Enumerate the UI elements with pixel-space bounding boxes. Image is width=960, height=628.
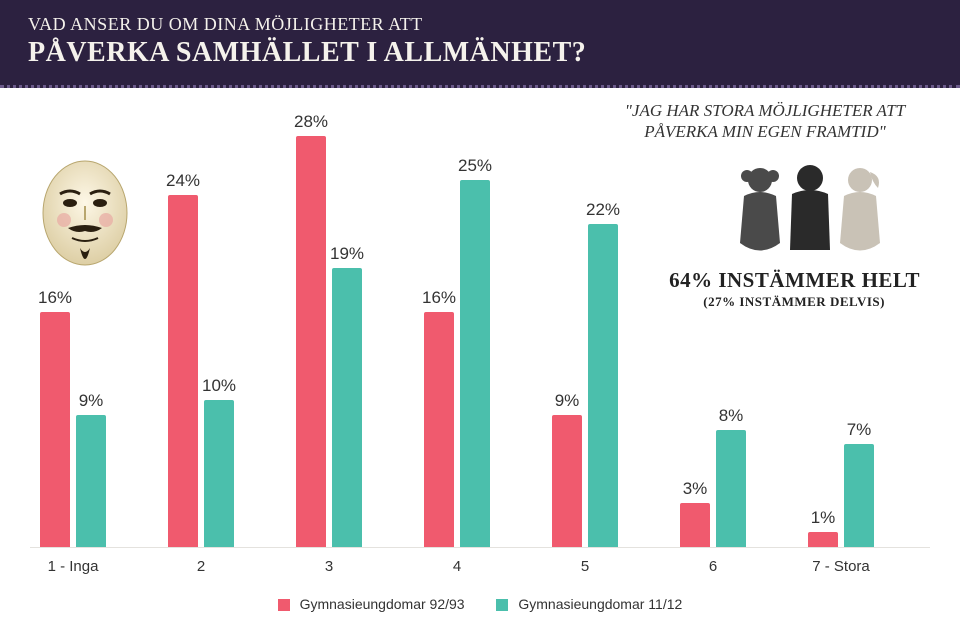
bar xyxy=(680,503,710,547)
bar-value-label: 8% xyxy=(701,406,761,426)
bar xyxy=(716,430,746,547)
bar-plot: 16%9%24%10%28%19%16%25%9%22%3%8%1%7% xyxy=(30,108,930,548)
x-axis: 1 - Inga234567 - Stora xyxy=(30,558,930,580)
legend-item-1: Gymnasieungdomar 92/93 xyxy=(278,596,465,612)
legend-label-1: Gymnasieungdomar 92/93 xyxy=(300,596,465,612)
bar-value-label: 16% xyxy=(25,288,85,308)
x-tick-label: 7 - Stora xyxy=(781,558,901,575)
header-subtitle: VAD ANSER DU OM DINA MÖJLIGHETER ATT xyxy=(28,14,932,35)
x-tick-label: 1 - Inga xyxy=(13,558,133,575)
bar xyxy=(460,180,490,547)
x-tick-label: 6 xyxy=(653,558,773,575)
bar-value-label: 19% xyxy=(317,244,377,264)
bar-value-label: 25% xyxy=(445,156,505,176)
x-tick-label: 4 xyxy=(397,558,517,575)
bar-value-label: 10% xyxy=(189,376,249,396)
legend: Gymnasieungdomar 92/93 Gymnasieungdomar … xyxy=(0,596,960,612)
bar-value-label: 9% xyxy=(61,391,121,411)
bar xyxy=(76,415,106,547)
x-tick-label: 2 xyxy=(141,558,261,575)
legend-swatch-2 xyxy=(496,599,508,611)
legend-label-2: Gymnasieungdomar 11/12 xyxy=(518,596,682,612)
header-banner: VAD ANSER DU OM DINA MÖJLIGHETER ATT PÅV… xyxy=(0,0,960,88)
bar xyxy=(588,224,618,547)
bar xyxy=(808,532,838,547)
bar xyxy=(168,195,198,547)
bar xyxy=(332,268,362,547)
chart-area: "JAG HAR STORA MÖJLIGHETER ATT PÅVERKA M… xyxy=(0,88,960,628)
bar xyxy=(424,312,454,547)
bar xyxy=(40,312,70,547)
bar xyxy=(844,444,874,547)
legend-swatch-1 xyxy=(278,599,290,611)
bar-value-label: 24% xyxy=(153,171,213,191)
bar-value-label: 28% xyxy=(281,112,341,132)
bar-value-label: 7% xyxy=(829,420,889,440)
x-tick-label: 5 xyxy=(525,558,645,575)
x-tick-label: 3 xyxy=(269,558,389,575)
bar xyxy=(296,136,326,547)
legend-item-2: Gymnasieungdomar 11/12 xyxy=(496,596,682,612)
header-title: PÅVERKA SAMHÄLLET I ALLMÄNHET? xyxy=(28,37,932,69)
bar-value-label: 22% xyxy=(573,200,633,220)
bar xyxy=(204,400,234,547)
bar xyxy=(552,415,582,547)
